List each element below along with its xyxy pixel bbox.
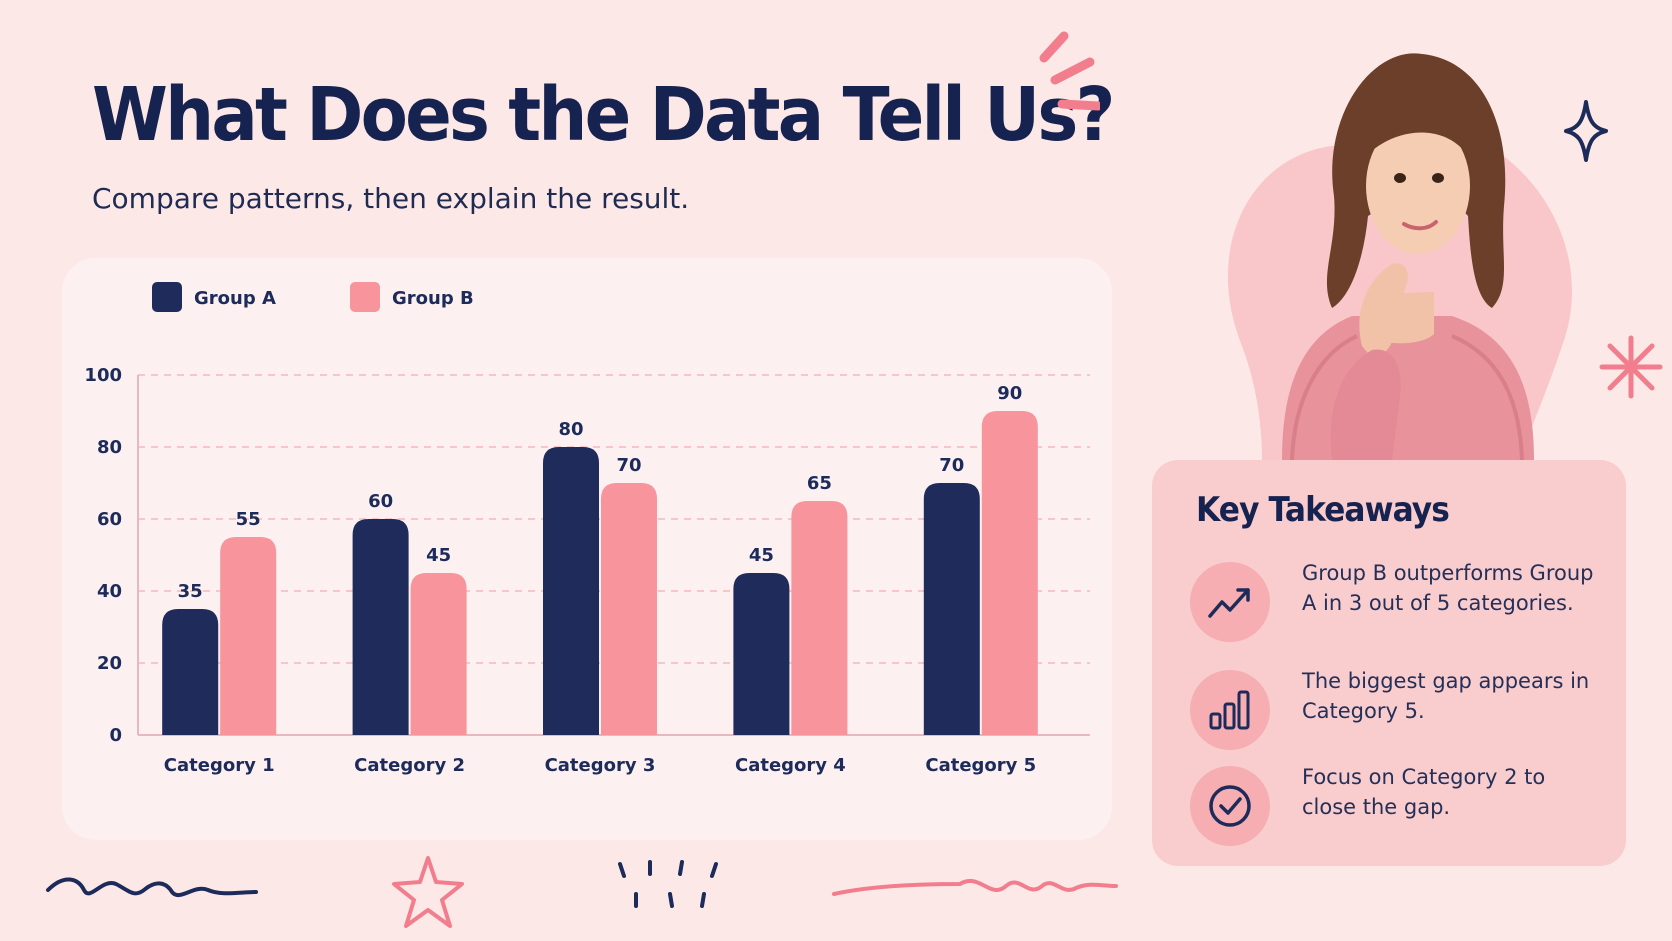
- x-tick-label: Category 3: [545, 755, 656, 776]
- x-tick-label: Category 4: [735, 755, 846, 776]
- bar: [352, 519, 409, 735]
- legend-swatch: [152, 282, 182, 312]
- bar: [162, 609, 219, 735]
- chart-card: Group A Group B 0 20 40 60 80 100 35 55 Category …: [62, 258, 1112, 840]
- x-tick-label: Category 2: [354, 755, 465, 776]
- squiggle-decoration-pink: [832, 879, 1118, 896]
- bar: [981, 411, 1038, 735]
- takeaway-text: Focus on Category 2 to close the gap.: [1302, 765, 1546, 819]
- bar: [601, 483, 657, 735]
- key-takeaways-panel: Key Takeaways Group B outperforms Group …: [1152, 460, 1626, 866]
- bar-value-label: 70: [616, 455, 641, 476]
- bar: [733, 573, 790, 735]
- bar: [923, 483, 980, 735]
- y-tick-label: 0: [109, 725, 122, 746]
- y-tick-label: 20: [97, 653, 122, 674]
- takeaway-text: Group B outperforms Group A in 3 out of …: [1302, 561, 1594, 615]
- asterisk-decoration: [1599, 335, 1663, 399]
- star-doodle-decoration: [392, 856, 464, 928]
- bar-value-label: 45: [749, 545, 774, 566]
- thinking-woman-illustration: [1227, 53, 1572, 460]
- takeaway-text: The biggest gap appears in Category 5.: [1302, 669, 1590, 723]
- bar-value-label: 65: [807, 473, 832, 494]
- y-tick-label: 40: [97, 581, 122, 602]
- x-tick-label: Category 5: [925, 755, 1036, 776]
- bar-value-label: 70: [939, 455, 964, 476]
- bar-value-label: 60: [368, 491, 393, 512]
- y-tick-label: 100: [84, 365, 122, 386]
- x-tick-label: Category 1: [164, 755, 275, 776]
- bar-value-label: 55: [236, 509, 261, 530]
- legend-label: Group A: [194, 288, 276, 309]
- bar-chart-icon: [1190, 670, 1270, 750]
- trend-up-icon: [1190, 562, 1270, 642]
- squiggle-decoration-navy: [46, 877, 258, 898]
- bar-value-label: 35: [178, 581, 203, 602]
- y-tick-label: 80: [97, 437, 122, 458]
- bar: [410, 573, 467, 735]
- y-tick-label: 60: [97, 509, 122, 530]
- page-subtitle: Compare patterns, then explain the resul…: [92, 182, 690, 215]
- check-circle-icon: [1190, 766, 1270, 846]
- takeaway-item: Group B outperforms Group A in 3 out of …: [1190, 561, 1610, 658]
- legend-swatch: [350, 282, 380, 312]
- legend-label: Group B: [392, 288, 474, 309]
- takeaway-item: The biggest gap appears in Category 5.: [1190, 669, 1610, 766]
- takeaways-title: Key Takeaways: [1196, 490, 1450, 530]
- bar: [220, 537, 277, 735]
- bar-chart: Group A Group B 0 20 40 60 80 100 35 55 Category …: [84, 282, 1090, 776]
- sparkle-icon: [1564, 100, 1608, 162]
- bar: [791, 501, 848, 735]
- takeaway-item: Focus on Category 2 to close the gap.: [1190, 765, 1610, 862]
- dash-marks-decoration: [618, 860, 718, 908]
- bar-value-label: 45: [426, 545, 451, 566]
- page-title: What Does the Data Tell Us?: [92, 72, 1115, 158]
- bar: [543, 447, 599, 735]
- bar-value-label: 90: [997, 383, 1022, 404]
- burst-lines-decoration: [1039, 31, 1100, 111]
- bar-value-label: 80: [558, 419, 583, 440]
